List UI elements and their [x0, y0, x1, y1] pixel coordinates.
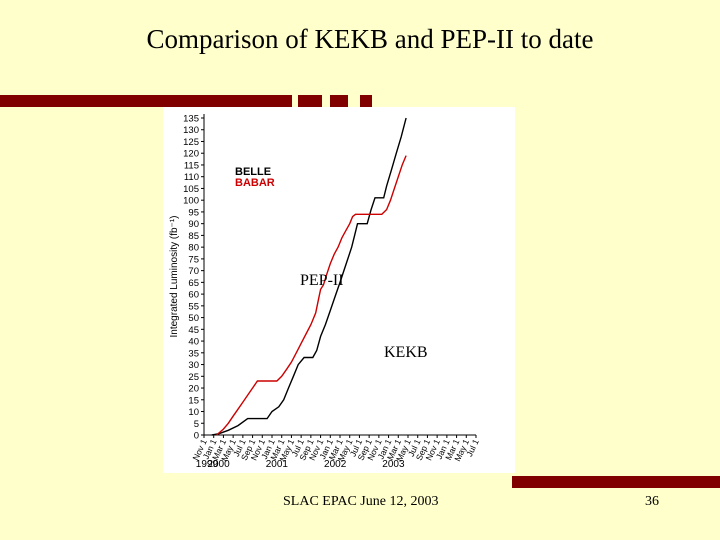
y-tick-label: 125	[183, 137, 199, 148]
top-square-1	[298, 95, 322, 107]
y-tick-label: 135	[183, 114, 199, 125]
y-tick-label: 105	[183, 184, 199, 195]
page-number: 36	[645, 494, 659, 509]
y-tick-label: 25	[188, 372, 199, 383]
y-tick-label: 30	[188, 360, 199, 371]
year-label: 2002	[324, 459, 347, 470]
y-tick-label: 65	[188, 278, 199, 289]
year-label: 2003	[382, 459, 405, 470]
year-label: 2001	[266, 459, 289, 470]
y-tick-label: 0	[194, 431, 199, 442]
y-tick-label: 15	[188, 395, 199, 406]
y-tick-label: 40	[188, 337, 199, 348]
y-tick-label: 85	[188, 231, 199, 242]
y-tick-label: 95	[188, 207, 199, 218]
footer-text: SLAC EPAC June 12, 2003	[283, 494, 439, 509]
y-tick-label: 10	[188, 407, 199, 418]
luminosity-chart: 0 5 10 15 20 25 30 35 40 45 50 55 60 65 70 75 80 85 90 95 10…	[163, 107, 515, 473]
y-tick-label: 75	[188, 254, 199, 265]
y-tick-label: 120	[183, 149, 199, 160]
series-line-babar	[216, 155, 407, 436]
top-square-2	[330, 95, 348, 107]
legend-entry: BABAR	[235, 177, 275, 189]
chart-svg: 0510152025303540455055606570758085909510…	[169, 114, 481, 471]
y-tick-label: 70	[188, 266, 199, 277]
legend-entry: BELLE	[235, 166, 271, 178]
top-divider-bar	[0, 95, 292, 107]
kekb-callout: KEKB	[384, 344, 428, 361]
y-tick-label: 60	[188, 290, 199, 301]
y-tick-label: 80	[188, 243, 199, 254]
y-tick-label: 130	[183, 125, 199, 136]
y-tick-label: 20	[188, 384, 199, 395]
y-tick-label: 100	[183, 196, 199, 207]
y-tick-label: 90	[188, 219, 199, 230]
top-square-3	[360, 95, 372, 107]
bottom-divider-bar	[512, 476, 720, 488]
y-tick-label: 5	[194, 419, 199, 430]
y-tick-label: 110	[184, 172, 199, 183]
series-line-belle	[211, 117, 407, 436]
y-tick-label: 55	[188, 301, 199, 312]
y-tick-label: 115	[184, 160, 199, 171]
slide-title: Comparison of KEKB and PEP-II to date	[146, 24, 594, 54]
y-tick-label: 35	[188, 348, 199, 359]
y-tick-label: 50	[188, 313, 199, 324]
year-label: 2000	[207, 459, 230, 470]
y-axis-label: Integrated Luminosity (fb⁻¹)	[169, 216, 180, 338]
y-tick-label: 45	[188, 325, 199, 336]
year-label: 1999	[196, 459, 219, 470]
pep-ii-callout: PEP-II	[300, 272, 344, 289]
